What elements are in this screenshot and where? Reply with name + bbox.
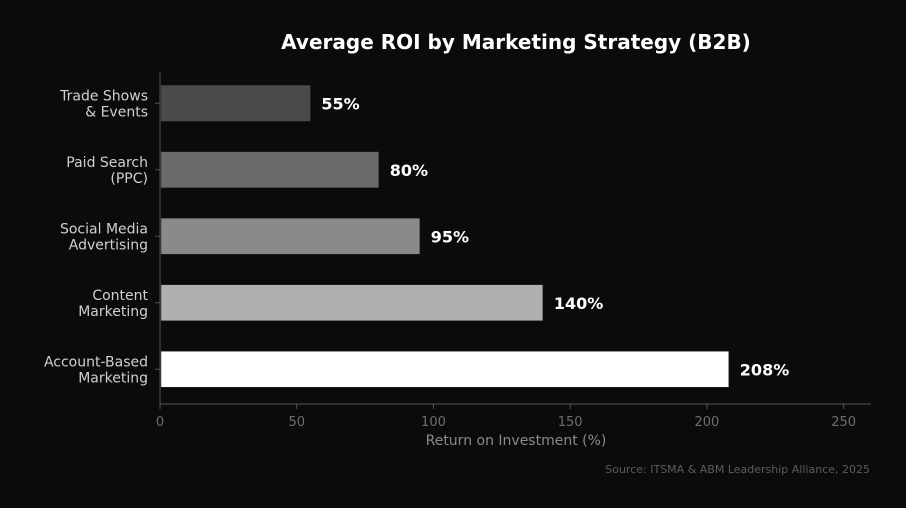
bar [160, 85, 311, 122]
x-axis-title: Return on Investment (%) [426, 433, 607, 449]
data-label: 80% [390, 161, 428, 180]
bar [160, 351, 730, 388]
category-label: Social Media Advertising [60, 221, 148, 253]
axes-layer: 0 50 100 150 200 250 Trade Shows & Events Paid S… [44, 72, 871, 430]
x-tick-label: 150 [558, 415, 583, 430]
x-tick-label: 100 [421, 415, 446, 430]
category-label: Content Marketing [78, 288, 148, 320]
data-label: 140% [554, 294, 603, 313]
bars-layer: 55% 80% 95% 140% 208% [160, 85, 789, 388]
data-label: 95% [431, 227, 469, 246]
category-label: Paid Search (PPC) [66, 155, 148, 187]
data-label: 55% [321, 94, 359, 113]
category-label: Trade Shows & Events [59, 88, 148, 120]
x-tick-label: 200 [695, 415, 720, 430]
x-tick-label: 0 [156, 415, 164, 430]
data-label: 208% [740, 360, 789, 379]
source-note: Source: ITSMA & ABM Leadership Alliance,… [605, 463, 870, 476]
bar [160, 284, 544, 321]
x-tick-label: 250 [831, 415, 856, 430]
bar [160, 151, 380, 188]
category-label: Account-Based Marketing [44, 354, 148, 386]
chart-title: Average ROI by Marketing Strategy (B2B) [281, 30, 751, 54]
bar [160, 218, 421, 255]
x-tick-label: 50 [288, 415, 305, 430]
